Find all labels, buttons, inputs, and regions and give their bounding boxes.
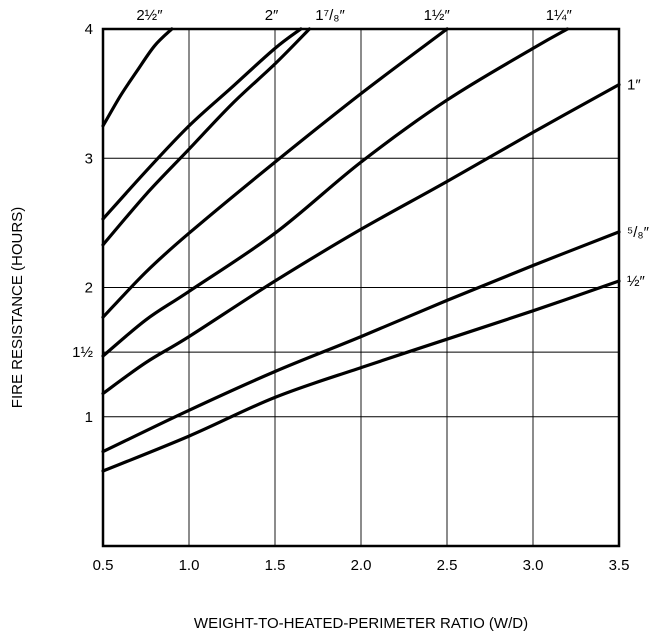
y-tick-label: 4 (85, 21, 93, 38)
y-tick-label: 3 (85, 150, 93, 167)
series-line (101, 27, 311, 247)
x-tick-label: 3.0 (523, 557, 544, 574)
x-axis-ticks: 0.5 1.0 1.5 2.0 2.5 3.0 3.5 (93, 557, 630, 574)
series-labels: 2½″ 2″ 1⁷/₈″ 1½″ 1¼″ 1″ ⁵/₈″ ½″ (136, 7, 649, 290)
x-tick-label: 3.5 (609, 557, 630, 574)
series-label: ⁵/₈″ (627, 224, 650, 241)
series-line (101, 27, 569, 358)
series-label: 1½″ (424, 7, 451, 24)
series-line (101, 230, 621, 454)
y-tick-label: 1 (85, 409, 93, 426)
y-axis-ticks: 1 1½ 2 3 4 (72, 21, 93, 426)
x-tick-label: 1.0 (179, 557, 200, 574)
series-line (101, 279, 621, 473)
series-lines (101, 27, 621, 473)
plot-frame (101, 27, 621, 548)
series-line (101, 27, 174, 128)
series-label: 1″ (627, 77, 641, 94)
series-label: 2″ (265, 7, 279, 24)
series-line (101, 83, 621, 396)
y-tick-label: 2 (85, 280, 93, 297)
y-axis-title: FIRE RESISTANCE (HOURS) (9, 207, 26, 408)
series-line (101, 27, 303, 221)
series-label: 1⁷/₈″ (315, 7, 345, 24)
series-label: 2½″ (136, 7, 163, 24)
x-tick-label: 2.5 (437, 557, 458, 574)
y-tick-label: 1½ (72, 344, 93, 361)
series-label: 1¼″ (546, 7, 573, 24)
x-axis-title: WEIGHT-TO-HEATED-PERIMETER RATIO (W/D) (194, 615, 528, 632)
x-tick-label: 0.5 (93, 557, 114, 574)
series-label: ½″ (627, 273, 646, 290)
x-tick-label: 2.0 (351, 557, 372, 574)
x-tick-label: 1.5 (265, 557, 286, 574)
grid (103, 29, 619, 546)
series-line (101, 27, 449, 319)
